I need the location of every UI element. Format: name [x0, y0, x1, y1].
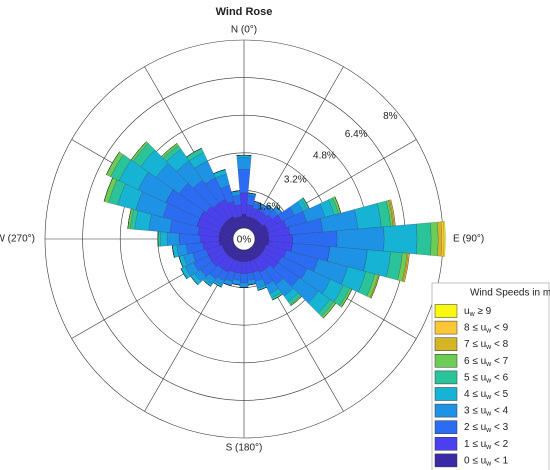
- wind-wedge: [239, 282, 249, 288]
- legend-swatch: [434, 403, 458, 418]
- wind-wedge: [157, 231, 161, 247]
- legend-label: 8 ≤ uw < 9: [464, 322, 509, 334]
- wind-wedge: [130, 141, 147, 160]
- r-tick-label: 8%: [383, 111, 398, 122]
- legend-swatch: [434, 453, 458, 468]
- wind-wedge: [159, 231, 168, 247]
- legend-swatch: [434, 320, 458, 335]
- direction-label: E (90°): [453, 234, 484, 245]
- wind-wedge: [231, 190, 240, 193]
- chart-title: Wind Rose: [216, 6, 273, 18]
- r-tick-label: 0%: [237, 235, 252, 246]
- wind-wedge: [248, 192, 257, 195]
- wind-wedge: [336, 226, 385, 252]
- direction-label: N (0°): [231, 25, 257, 36]
- wind-wedge: [416, 222, 432, 256]
- direction-label: W (270°): [0, 234, 35, 245]
- wind-wedge: [213, 169, 226, 174]
- wind-wedge: [236, 157, 252, 170]
- angle-grid-line: [249, 66, 344, 230]
- wind-wedge: [167, 232, 180, 246]
- direction-label: S (180°): [226, 443, 263, 454]
- legend-label: uw ≥ 9: [464, 306, 492, 318]
- legend-label: 0 ≤ uw < 1: [464, 455, 509, 467]
- legend-title: Wind Speeds in m/s: [470, 288, 550, 299]
- legend-swatch: [434, 337, 458, 351]
- wind-wedge: [237, 169, 251, 194]
- legend-label: 3 ≤ uw < 4: [464, 405, 509, 417]
- legend-swatch: [434, 370, 458, 385]
- wind-wedge: [240, 273, 248, 284]
- wind-wedge: [180, 268, 187, 280]
- wind-wedge: [430, 221, 439, 257]
- wind-wedge: [186, 147, 202, 157]
- legend-label: 2 ≤ uw < 3: [464, 422, 509, 434]
- legend-swatch: [434, 420, 458, 434]
- center-hole: [232, 227, 256, 251]
- wind-wedge: [370, 275, 380, 299]
- wind-wedge: [323, 303, 336, 319]
- legend-swatch: [434, 387, 458, 401]
- legend-swatch: [434, 354, 458, 368]
- r-tick-label: 1.6%: [258, 202, 281, 213]
- wind-wedge: [443, 221, 446, 257]
- legend-label: 5 ≤ uw < 6: [464, 372, 509, 384]
- legend-swatch: [434, 304, 458, 318]
- wind-wedge: [437, 221, 442, 257]
- legend-swatch: [434, 437, 458, 451]
- r-tick-label: 3.2%: [284, 175, 307, 186]
- r-tick-label: 6.4%: [345, 129, 368, 140]
- legend-label: 1 ≤ uw < 2: [464, 438, 509, 450]
- wind-wedge: [383, 223, 418, 255]
- legend-label: 6 ≤ uw < 7: [464, 355, 509, 367]
- r-tick-label: 4.8%: [313, 150, 336, 161]
- legend-label: 7 ≤ uw < 8: [464, 339, 509, 351]
- wind-wedge: [236, 154, 252, 158]
- legend-label: 4 ≤ uw < 5: [464, 389, 509, 401]
- wind-wedge: [354, 203, 382, 230]
